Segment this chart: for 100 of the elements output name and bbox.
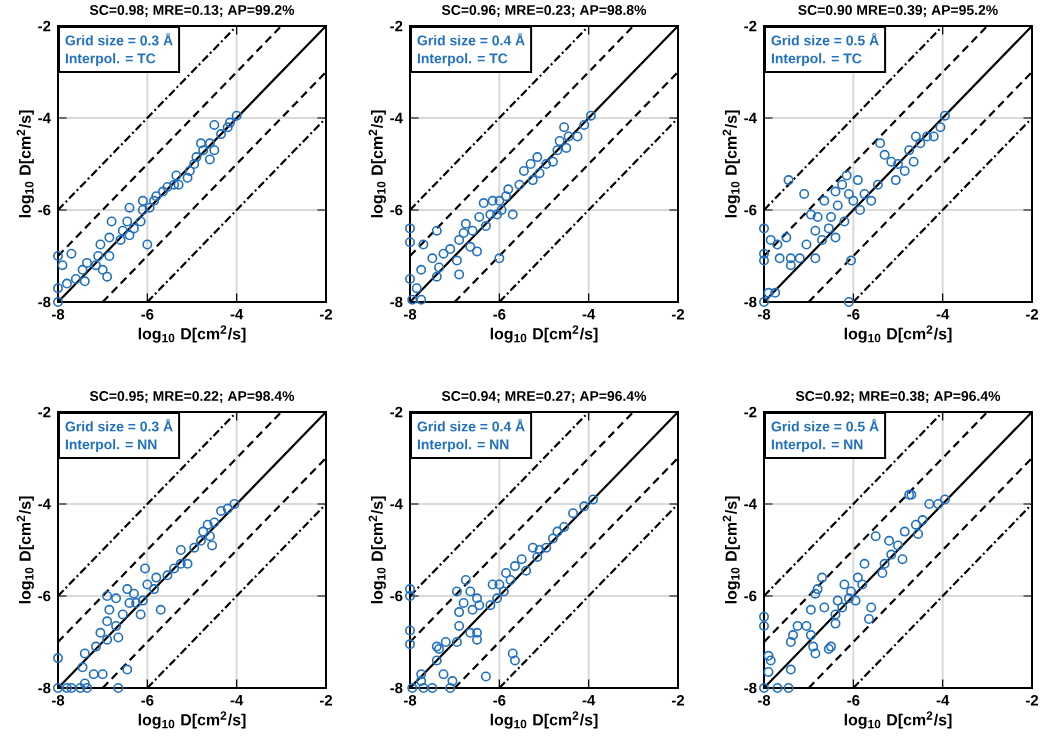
- point: [405, 639, 415, 650]
- point: [140, 563, 151, 574]
- point: [492, 593, 503, 604]
- point: [61, 683, 72, 693]
- point: [142, 239, 153, 250]
- point: [559, 522, 570, 532]
- point: [451, 586, 462, 597]
- point: [111, 620, 122, 631]
- point: [445, 683, 456, 693]
- point: [204, 531, 215, 542]
- point: [910, 519, 921, 530]
- point: [93, 251, 104, 261]
- point: [805, 209, 816, 220]
- point: [541, 159, 552, 169]
- point: [66, 683, 77, 693]
- point: [405, 584, 415, 595]
- point: [169, 563, 180, 574]
- point: [819, 602, 830, 613]
- point: [826, 211, 836, 222]
- point: [431, 271, 442, 282]
- point: [875, 138, 886, 149]
- point: [863, 614, 874, 624]
- point: [487, 195, 498, 206]
- point: [411, 283, 422, 294]
- point: [454, 269, 465, 280]
- point: [516, 554, 527, 565]
- point: [492, 209, 503, 220]
- point: [759, 255, 769, 266]
- point: [454, 620, 465, 631]
- point: [113, 683, 124, 693]
- point: [474, 211, 485, 222]
- point: [405, 223, 415, 234]
- point: [124, 597, 135, 608]
- point: [117, 225, 128, 236]
- point: [102, 591, 113, 601]
- point: [904, 145, 915, 156]
- point: [407, 294, 418, 305]
- point: [128, 223, 139, 234]
- point: [554, 136, 565, 146]
- point: [810, 225, 821, 236]
- point: [151, 572, 162, 583]
- point: [82, 683, 93, 693]
- point: [759, 611, 769, 622]
- point: [585, 110, 596, 121]
- point: [572, 131, 583, 142]
- point: [830, 186, 841, 197]
- point: [559, 122, 570, 133]
- point: [104, 251, 115, 261]
- point: [855, 205, 866, 215]
- point: [171, 170, 182, 181]
- point: [525, 159, 536, 169]
- point: [541, 542, 552, 553]
- point: [216, 129, 227, 140]
- point: [772, 239, 783, 250]
- point: [474, 600, 485, 611]
- point: [850, 595, 861, 606]
- point: [852, 175, 863, 186]
- point: [79, 648, 90, 659]
- point: [128, 588, 139, 599]
- point: [460, 574, 471, 585]
- point: [151, 191, 162, 202]
- point: [438, 248, 449, 259]
- point: [451, 255, 462, 266]
- point: [908, 156, 919, 167]
- point: [467, 604, 478, 615]
- point: [182, 558, 193, 569]
- point: [407, 683, 418, 693]
- point: [57, 260, 68, 271]
- point: [184, 165, 195, 176]
- point: [102, 616, 113, 627]
- point: [162, 570, 173, 581]
- point: [547, 156, 558, 167]
- point: [496, 205, 507, 215]
- point: [839, 579, 850, 590]
- point: [832, 200, 843, 211]
- point: [877, 568, 888, 578]
- point: [434, 262, 445, 273]
- point: [841, 170, 852, 181]
- point: [53, 251, 63, 261]
- point: [846, 255, 857, 266]
- point: [451, 637, 462, 647]
- point: [209, 145, 220, 156]
- point: [209, 119, 220, 130]
- point: [808, 641, 819, 652]
- point: [501, 568, 512, 578]
- point: [846, 586, 857, 597]
- point: [405, 591, 415, 601]
- point: [886, 156, 897, 167]
- point: [783, 175, 794, 186]
- point: [521, 565, 532, 576]
- point: [82, 257, 93, 268]
- point: [532, 152, 543, 163]
- point: [75, 683, 86, 693]
- point: [102, 271, 113, 282]
- point: [759, 248, 769, 259]
- point: [534, 168, 545, 179]
- point: [917, 515, 928, 526]
- point: [765, 234, 776, 245]
- point: [202, 519, 213, 530]
- point: [899, 165, 910, 176]
